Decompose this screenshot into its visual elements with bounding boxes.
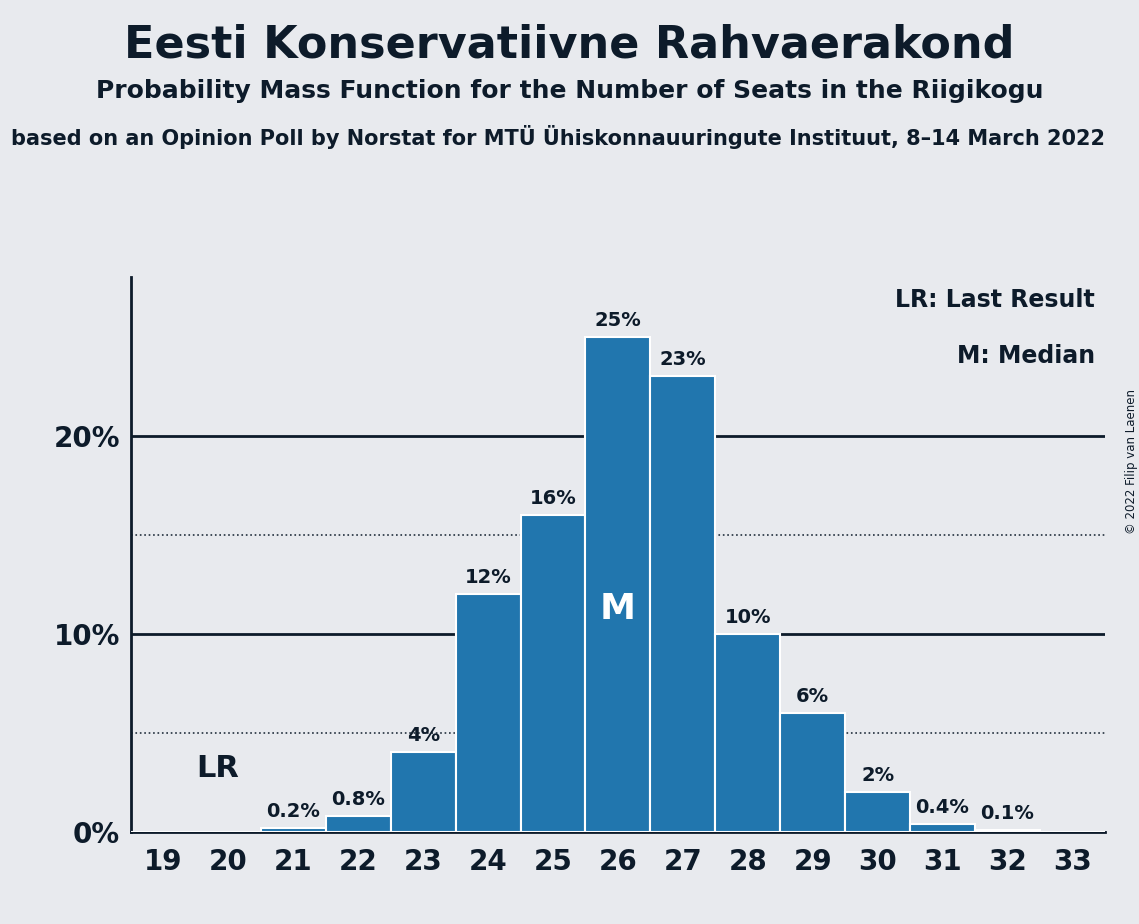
Text: 4%: 4% <box>407 726 440 746</box>
Text: 12%: 12% <box>465 568 511 587</box>
Bar <box>585 336 650 832</box>
Bar <box>261 828 326 832</box>
Bar <box>456 594 521 832</box>
Text: Eesti Konservatiivne Rahvaerakond: Eesti Konservatiivne Rahvaerakond <box>124 23 1015 67</box>
Text: © 2022 Filip van Laenen: © 2022 Filip van Laenen <box>1124 390 1138 534</box>
Text: based on an Opinion Poll by Norstat for MTÜ Ühiskonnauuringute Instituut, 8–14 M: based on an Opinion Poll by Norstat for … <box>11 125 1105 149</box>
Text: 6%: 6% <box>796 687 829 706</box>
Text: 0.1%: 0.1% <box>981 804 1034 822</box>
Text: 25%: 25% <box>595 310 641 330</box>
Bar <box>521 515 585 832</box>
Bar <box>845 792 910 832</box>
Text: LR: Last Result: LR: Last Result <box>895 288 1095 312</box>
Bar <box>975 830 1040 832</box>
Bar <box>780 712 845 832</box>
Bar <box>715 634 780 832</box>
Text: 16%: 16% <box>530 489 576 508</box>
Bar <box>326 816 391 832</box>
Text: M: Median: M: Median <box>957 344 1095 368</box>
Text: Probability Mass Function for the Number of Seats in the Riigikogu: Probability Mass Function for the Number… <box>96 79 1043 103</box>
Text: 23%: 23% <box>659 350 706 370</box>
Text: 0.8%: 0.8% <box>331 790 385 808</box>
Bar <box>391 752 456 832</box>
Text: 0.4%: 0.4% <box>916 797 969 817</box>
Bar <box>910 823 975 832</box>
Text: 2%: 2% <box>861 766 894 785</box>
Text: LR: LR <box>196 754 239 783</box>
Text: M: M <box>600 592 636 626</box>
Text: 0.2%: 0.2% <box>267 802 320 821</box>
Bar <box>650 376 715 832</box>
Text: 10%: 10% <box>724 608 771 626</box>
